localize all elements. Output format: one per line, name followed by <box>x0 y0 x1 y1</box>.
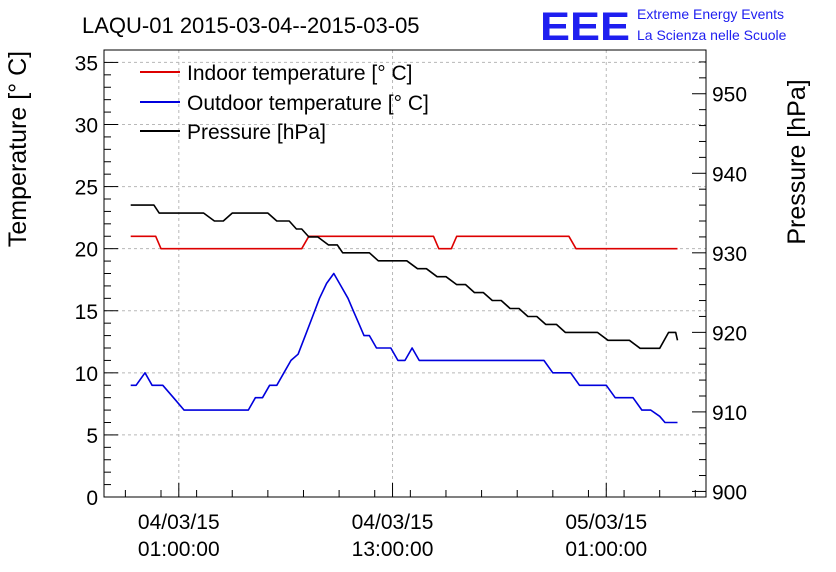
legend-label-indoor: Indoor temperature [° C] <box>187 62 413 85</box>
y-tick-label: 20 <box>75 239 98 262</box>
legend: Indoor temperature [° C] Outdoor tempera… <box>140 62 429 144</box>
series-line-2 <box>130 204 679 350</box>
x-tick-time: 01:00:00 <box>138 538 220 561</box>
series-line-0 <box>130 235 678 250</box>
x-tick-date: 05/03/15 <box>565 511 647 534</box>
y2-tick-label: 940 <box>712 163 747 186</box>
grid <box>104 50 706 497</box>
tick-marks <box>104 49 706 498</box>
legend-label-outdoor: Outdoor temperature [° C] <box>187 92 429 115</box>
series-line-1 <box>130 272 678 424</box>
y2-tick-label: 900 <box>712 481 747 504</box>
y-tick-label: 30 <box>75 115 98 138</box>
chart-title: LAQU-01 2015-03-04--2015-03-05 <box>82 13 420 38</box>
legend-label-pressure: Pressure [hPa] <box>187 121 326 144</box>
x-tick-time: 01:00:00 <box>565 538 647 561</box>
y-tick-label: 5 <box>86 425 98 448</box>
y-axis-label: Temperature [° C] <box>4 51 32 247</box>
y2-tick-label: 930 <box>712 243 747 266</box>
series-lines <box>130 204 679 424</box>
y-tick-label: 25 <box>75 177 98 200</box>
eee-logo: EEE Extreme Energy Events La Scienza nel… <box>540 5 787 49</box>
logo-line1: Extreme Energy Events <box>637 6 784 22</box>
y2-tick-label: 950 <box>712 84 747 107</box>
y-tick-label: 35 <box>75 52 98 75</box>
y-tick-label: 0 <box>86 487 98 510</box>
x-tick-date: 04/03/15 <box>138 511 220 534</box>
logo-mark: EEE <box>540 5 630 49</box>
logo-line2: La Scienza nelle Scuole <box>637 27 787 43</box>
y-tick-label: 10 <box>75 363 98 386</box>
x-tick-time: 13:00:00 <box>352 538 434 561</box>
plot-frame <box>103 49 707 498</box>
y2-axis-label: Pressure [hPa] <box>783 79 811 244</box>
x-tick-date: 04/03/15 <box>352 511 434 534</box>
y-tick-label: 15 <box>75 301 98 324</box>
y2-tick-label: 910 <box>712 402 747 425</box>
tick-labels: 0 5 10 15 20 25 30 35 900 910 920 930 940 950 04/03/15… <box>75 52 747 561</box>
y2-tick-label: 920 <box>712 322 747 345</box>
